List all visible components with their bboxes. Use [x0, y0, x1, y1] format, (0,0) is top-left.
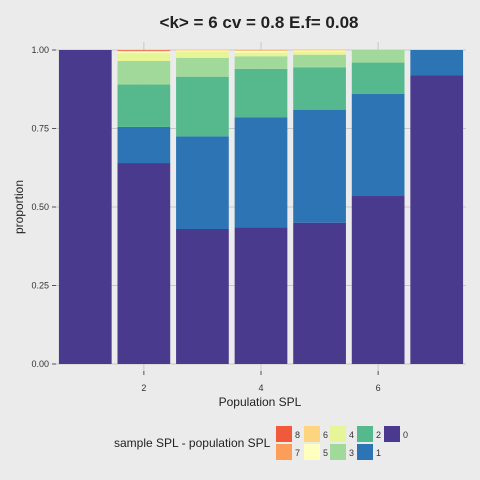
- legend-title: sample SPL - population SPL: [114, 436, 271, 450]
- bar-segment-3-x5: [293, 54, 346, 68]
- bar-segment-3-x4: [234, 56, 288, 69]
- x-axis-ticks: 2 4 6: [141, 371, 381, 393]
- bar-segment-3-x2: [117, 60, 171, 85]
- legend-key-4: [330, 426, 346, 442]
- legend-label-4: 4: [349, 430, 354, 440]
- x-tick-label: 6: [376, 383, 381, 393]
- bar-segment-3-x3: [176, 57, 229, 77]
- bar-segment-4-x5: [293, 51, 346, 55]
- bar-segment-0-x2: [117, 163, 171, 364]
- bar-segment-1-x2: [117, 126, 171, 164]
- legend-key-1: [357, 444, 373, 460]
- y-axis-label: proportion: [12, 180, 26, 234]
- bar-segment-1-x7: [410, 50, 464, 76]
- legend-label-6: 6: [323, 430, 328, 440]
- bar-segment-0-x1: [58, 50, 112, 364]
- bar-segment-0-x3: [176, 228, 229, 364]
- bar-segment-6-x2: [117, 50, 171, 52]
- legend-label-3: 3: [349, 448, 354, 458]
- y-tick-label: 0.00: [31, 359, 49, 369]
- bar-segment-6-x5: [293, 50, 346, 51]
- y-tick-label: 0.25: [31, 281, 49, 291]
- bar-segment-8-x2: [117, 50, 171, 51]
- bar-segment-3-x6: [351, 50, 405, 63]
- legend-key-8: [276, 426, 292, 442]
- x-tick-label: 4: [258, 383, 263, 393]
- bar-segment-0-x5: [293, 222, 346, 364]
- bar-segment-1-x5: [293, 109, 346, 223]
- bar-segment-5-x5: [293, 50, 346, 52]
- bar-segment-6-x3: [176, 50, 229, 51]
- bar-segment-0-x6: [351, 196, 405, 364]
- y-axis-ticks: 0.00 0.25 0.50 0.75 1.00: [31, 45, 56, 369]
- legend-label-2: 2: [376, 430, 381, 440]
- bar-segment-2-x5: [293, 67, 346, 110]
- legend-label-0: 0: [403, 430, 408, 440]
- bar-segment-5-x3: [176, 50, 229, 52]
- bar-segment-0-x7: [410, 75, 464, 365]
- bar-segment-4-x2: [117, 53, 171, 61]
- bar-segment-5-x2: [117, 51, 171, 54]
- x-tick-label: 2: [141, 383, 146, 393]
- bar-segment-1-x6: [351, 93, 405, 197]
- chart-title: <k> = 6 cv = 0.8 E.f= 0.08: [160, 13, 359, 32]
- legend-key-5: [304, 444, 320, 460]
- bar-segment-0-x4: [234, 227, 288, 364]
- legend-label-1: 1: [376, 448, 381, 458]
- y-tick-label: 0.75: [31, 124, 49, 134]
- bar-segment-6-x4: [234, 50, 288, 51]
- x-axis-label: Population SPL: [219, 395, 302, 409]
- bar-segment-4-x4: [234, 52, 288, 57]
- legend-key-0: [384, 426, 400, 442]
- bar-segment-2-x2: [117, 84, 171, 127]
- legend-key-7: [276, 444, 292, 460]
- legend-label-8: 8: [295, 430, 300, 440]
- legend-label-5: 5: [323, 448, 328, 458]
- bar-segment-4-x3: [176, 51, 229, 58]
- legend-key-6: [304, 426, 320, 442]
- y-tick-label: 1.00: [31, 45, 49, 55]
- bar-segment-1-x3: [176, 136, 229, 229]
- bar-segment-5-x4: [234, 50, 288, 53]
- bar-segment-2-x4: [234, 68, 288, 118]
- y-tick-label: 0.50: [31, 202, 49, 212]
- bar-segment-1-x4: [234, 117, 288, 228]
- legend: 8 7 6 5 4 3 2 1 0: [276, 426, 408, 460]
- legend-key-2: [357, 426, 373, 442]
- bar-segment-2-x3: [176, 76, 229, 137]
- bar-segment-2-x6: [351, 62, 405, 94]
- bars: [58, 50, 464, 365]
- legend-key-3: [330, 444, 346, 460]
- legend-label-7: 7: [295, 448, 300, 458]
